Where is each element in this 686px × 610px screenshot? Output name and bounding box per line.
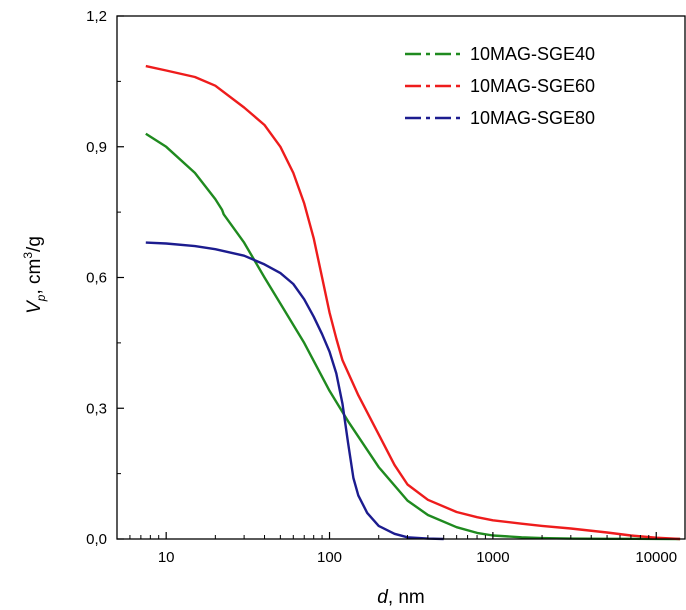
x-axis-title: d, nm <box>377 587 425 608</box>
x-axis-title-unit: , nm <box>388 587 425 608</box>
legend-label-1: 10MAG-SGE40 <box>470 44 595 64</box>
y-axis-title: Vp, cm3/g <box>21 236 48 314</box>
y-tick-label: 0,0 <box>86 531 107 548</box>
y-tick-label: 0,3 <box>86 400 107 417</box>
y-axis-title-sup: 3 <box>21 252 35 259</box>
legend-label-2: 10MAG-SGE60 <box>470 76 595 96</box>
y-tick-label: 0,6 <box>86 270 107 287</box>
legend-label-3: 10MAG-SGE80 <box>470 108 595 128</box>
legend: 10MAG-SGE40 10MAG-SGE60 10MAG-SGE80 <box>405 44 595 128</box>
y-tick-label: 0,9 <box>86 139 107 156</box>
y-axis-title-rest: /g <box>24 236 45 252</box>
x-axis-title-var: d <box>377 587 389 608</box>
y-axis-title-var: V <box>24 299 45 314</box>
axis-tick-labels: 10 100 1000 10000 0,0 0,3 0,6 0,9 1,2 <box>86 8 677 566</box>
series-line-3 <box>145 241 444 541</box>
y-axis-title-sep: , cm <box>24 259 45 295</box>
x-tick-label: 1000 <box>476 549 509 566</box>
x-tick-label: 100 <box>317 549 342 566</box>
series-line-2 <box>145 64 681 541</box>
x-tick-label: 10 <box>158 549 175 566</box>
x-tick-label: 10000 <box>635 549 677 566</box>
y-tick-label: 1,2 <box>86 8 107 25</box>
axis-ticks <box>116 15 657 540</box>
y-axis-title-sub: p <box>34 294 48 302</box>
